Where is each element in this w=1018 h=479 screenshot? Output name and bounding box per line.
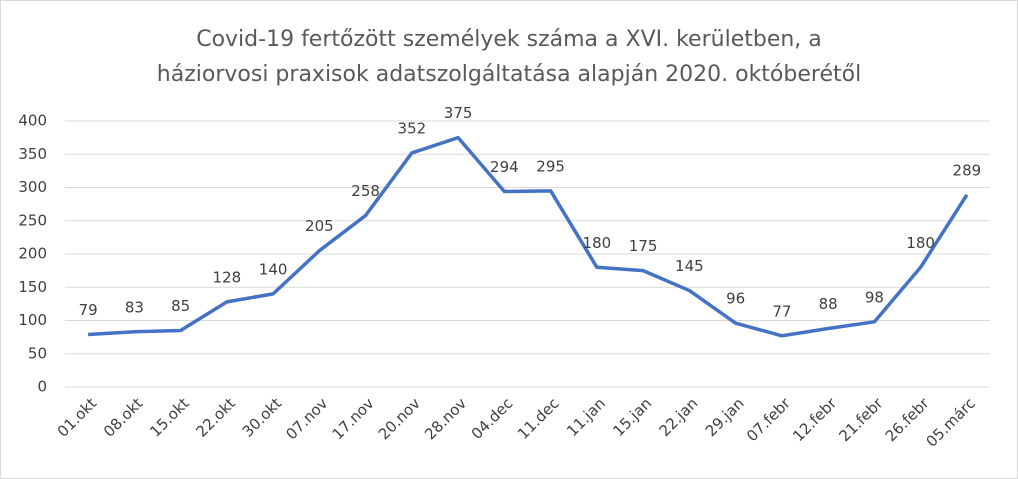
data-label: 85 [171,297,190,315]
data-label: 258 [351,182,380,200]
y-tick-label: 100 [18,311,47,329]
y-tick-label: 200 [18,245,47,263]
y-tick-label: 250 [18,211,47,229]
data-label: 205 [305,217,334,235]
data-label: 128 [213,268,242,286]
data-label: 180 [583,234,612,252]
data-label: 289 [953,161,982,179]
data-label: 96 [726,290,745,308]
data-label: 375 [444,104,473,122]
data-label: 294 [490,158,519,176]
data-label: 79 [79,301,98,319]
chart-title: Covid-19 fertőzött személyek száma a XVI… [196,27,822,52]
data-label: 295 [536,157,565,175]
y-tick-label: 50 [28,344,47,362]
y-tick-label: 150 [18,278,47,296]
data-label: 140 [259,260,288,278]
data-label: 145 [675,257,704,275]
y-tick-label: 300 [18,178,47,196]
data-label: 352 [398,119,427,137]
y-tick-label: 400 [18,112,47,130]
y-tick-label: 350 [18,145,47,163]
chart-title: háziorvosi praxisok adatszolgáltatása al… [157,62,861,87]
data-label: 77 [772,302,791,320]
data-label: 98 [865,288,884,306]
data-label: 180 [906,234,935,252]
data-label: 83 [125,298,144,316]
y-tick-label: 0 [37,378,47,396]
line [88,135,969,338]
data-label: 175 [629,237,658,255]
data-label: 88 [819,295,838,313]
